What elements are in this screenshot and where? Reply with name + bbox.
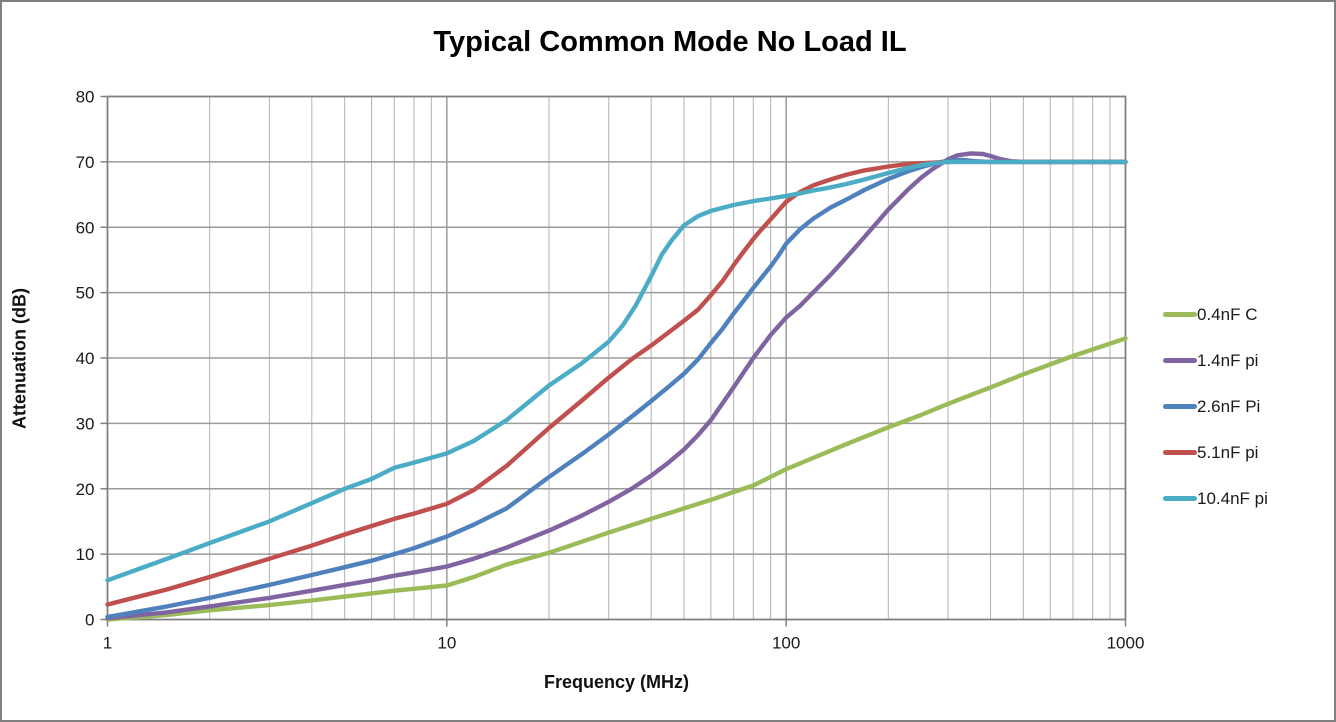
- svg-text:30: 30: [76, 414, 95, 433]
- legend: 0.4nF C 1.4nF pi 2.6nF Pi 5.1nF pi 10.4nF pi: [1163, 304, 1268, 509]
- legend-label: 2.6nF Pi: [1197, 397, 1261, 416]
- y-axis-title: Attenuation (dB): [9, 288, 30, 429]
- series-line: [105, 159, 1128, 607]
- y-tick-labels: 0 10 20 30 40 50 60 70 80: [76, 88, 95, 630]
- legend-label: 10.4nF pi: [1197, 489, 1268, 508]
- svg-text:80: 80: [76, 88, 95, 107]
- legend-item: 0.4nF C: [1163, 304, 1268, 325]
- svg-text:60: 60: [76, 218, 95, 237]
- legend-label: 0.4nF C: [1197, 305, 1258, 324]
- legend-item: 1.4nF pi: [1163, 350, 1268, 371]
- svg-text:20: 20: [76, 480, 95, 499]
- legend-line-swatch: [1163, 358, 1197, 363]
- axis-ticks: [100, 95, 1127, 627]
- svg-text:70: 70: [76, 153, 95, 172]
- svg-text:50: 50: [76, 284, 95, 303]
- svg-text:10: 10: [76, 545, 95, 564]
- svg-text:10: 10: [437, 634, 456, 653]
- series-line: [105, 157, 1128, 620]
- legend-label: 1.4nF pi: [1197, 351, 1259, 370]
- legend-label: 5.1nF pi: [1197, 443, 1259, 462]
- x-axis-title: Frequency (MHz): [543, 672, 689, 692]
- series-line: [105, 159, 1128, 583]
- series-line: [105, 151, 1128, 621]
- legend-line-swatch: [1163, 450, 1197, 455]
- legend-line-swatch: [1163, 496, 1197, 501]
- svg-text:100: 100: [772, 634, 800, 653]
- svg-text:1000: 1000: [1107, 634, 1145, 653]
- svg-text:0: 0: [85, 611, 94, 630]
- legend-item: 2.6nF Pi: [1163, 396, 1268, 417]
- x-tick-labels: 1 10 100 1000: [103, 634, 1145, 653]
- series-line: [105, 336, 1128, 622]
- legend-line-swatch: [1163, 312, 1197, 317]
- legend-item: 10.4nF pi: [1163, 488, 1268, 509]
- svg-text:40: 40: [76, 349, 95, 368]
- chart-title: Typical Common Mode No Load IL: [433, 26, 907, 58]
- legend-line-swatch: [1163, 404, 1197, 409]
- legend-item: 5.1nF pi: [1163, 442, 1268, 463]
- svg-text:1: 1: [103, 634, 112, 653]
